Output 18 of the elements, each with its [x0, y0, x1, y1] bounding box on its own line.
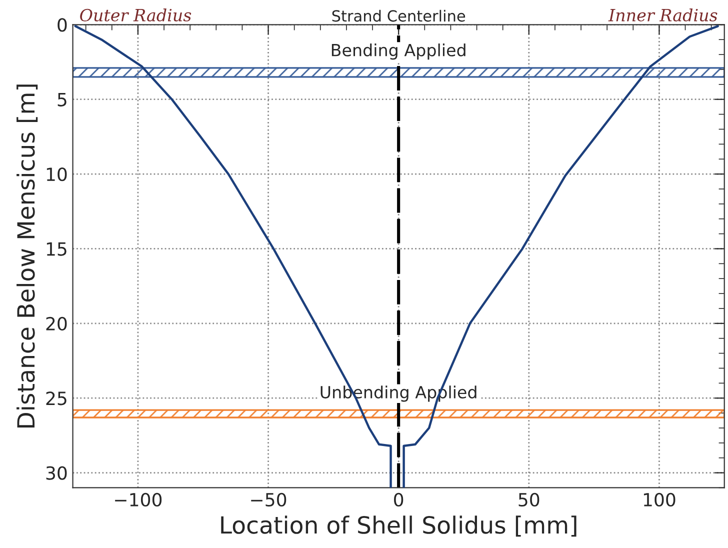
x-tick-label: 50 [518, 492, 540, 507]
band-label: Bending Applied [332, 44, 466, 60]
x-tick-label: 100 [644, 492, 676, 507]
x-axis-title: Location of Shell Solidus [mm] [221, 516, 576, 537]
y-tick-label: 15 [46, 242, 66, 256]
y-tick-label: 20 [46, 316, 67, 331]
y-tick-label: 5 [58, 93, 66, 106]
text: Outer Radius [80, 8, 192, 22]
y-tick-label: 10 [46, 167, 67, 182]
x-tick-label: 0 [394, 492, 404, 507]
y-tick-label: 30 [46, 466, 67, 480]
ref-line-label: Strand Centerline [332, 10, 466, 22]
y-axis-title: Distance Below Mensicus [m] [16, 84, 38, 428]
x-tick-label: −50 [251, 492, 286, 507]
y-tick-label: 25 [46, 392, 66, 406]
x-tick-label: −100 [115, 492, 162, 507]
y-tick-label: 0 [58, 18, 67, 32]
text: Inner Radius [608, 8, 718, 22]
